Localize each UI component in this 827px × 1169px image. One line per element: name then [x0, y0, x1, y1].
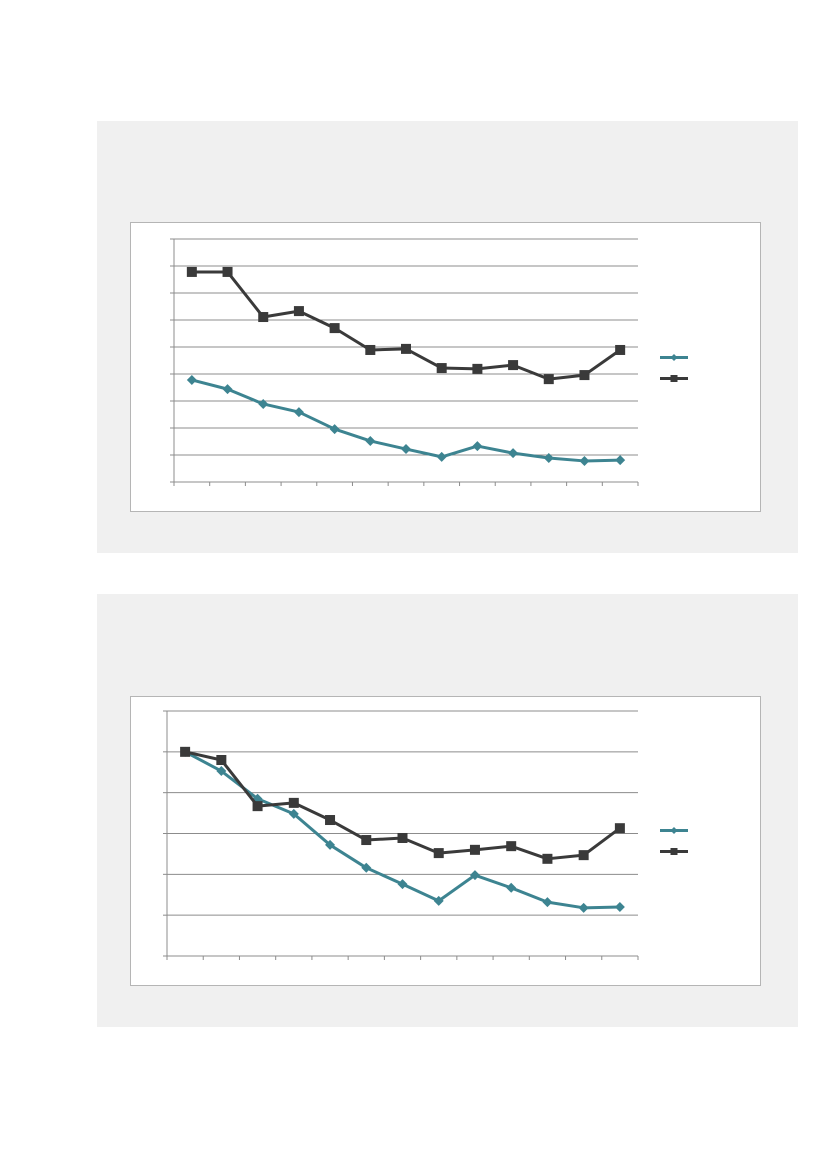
marker	[469, 870, 480, 881]
marker	[614, 823, 625, 834]
marker	[397, 832, 408, 843]
marker	[578, 850, 589, 861]
marker	[293, 306, 304, 317]
marker	[329, 323, 340, 334]
marker	[469, 844, 480, 855]
marker	[258, 398, 269, 409]
chart-frame	[130, 696, 761, 986]
marker	[433, 848, 444, 859]
marker	[543, 374, 554, 385]
marker	[436, 363, 447, 374]
marker	[578, 902, 589, 913]
marker	[216, 755, 227, 765]
marker	[365, 344, 376, 355]
marker	[543, 452, 554, 463]
marker	[186, 374, 197, 385]
marker	[325, 839, 336, 850]
marker	[508, 448, 519, 459]
marker	[472, 441, 483, 452]
marker	[614, 902, 625, 912]
marker	[222, 266, 233, 277]
legend-marker	[670, 375, 678, 382]
marker	[361, 862, 372, 873]
marker	[216, 766, 227, 777]
marker	[401, 343, 411, 354]
marker	[293, 407, 304, 418]
marker	[542, 897, 553, 908]
marker	[508, 360, 519, 371]
marker	[180, 746, 191, 757]
marker	[615, 344, 626, 355]
marker	[579, 455, 590, 466]
marker	[506, 882, 517, 893]
legend-marker	[670, 827, 678, 834]
marker	[288, 797, 299, 808]
marker	[436, 451, 447, 462]
marker	[615, 455, 626, 466]
legend-marker	[670, 848, 678, 855]
marker	[258, 312, 269, 323]
marker	[472, 363, 483, 374]
marker	[433, 895, 444, 906]
marker	[579, 370, 590, 381]
marker	[252, 801, 263, 812]
marker	[365, 435, 376, 446]
marker	[222, 384, 233, 395]
marker	[361, 835, 372, 846]
marker	[542, 853, 553, 864]
marker	[288, 808, 299, 819]
marker	[401, 444, 411, 455]
marker	[506, 841, 517, 852]
marker	[325, 815, 336, 826]
marker	[186, 266, 197, 277]
legend-marker	[670, 354, 678, 361]
marker	[397, 879, 408, 890]
marker	[329, 424, 340, 435]
